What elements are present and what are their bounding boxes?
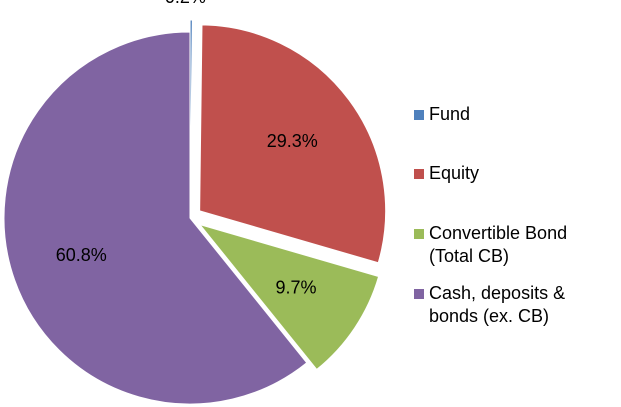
pie-area: 0.2% 29.3% 9.7% 60.8% bbox=[3, 0, 387, 405]
legend-item: Fund bbox=[414, 103, 604, 126]
legend-label: Cash, deposits & bonds (ex. CB) bbox=[429, 283, 566, 326]
legend-swatch bbox=[414, 289, 424, 299]
legend-swatch bbox=[414, 229, 424, 239]
data-label: 9.7% bbox=[275, 277, 316, 297]
legend-label: Fund bbox=[429, 104, 471, 124]
legend: Fund Equity Convertible Bond (Total CB) Cas… bbox=[414, 0, 614, 407]
legend-label: Convertible Bond (Total CB) bbox=[429, 223, 568, 266]
pie-slice bbox=[198, 223, 380, 371]
data-label: 60.8% bbox=[56, 245, 107, 265]
pie-slice bbox=[3, 31, 308, 405]
pie-slice bbox=[189, 19, 193, 207]
legend-item: Equity bbox=[414, 162, 604, 185]
legend-label: Equity bbox=[429, 163, 480, 183]
data-label: 0.2% bbox=[165, 0, 206, 7]
legend-swatch bbox=[414, 110, 424, 120]
pie-slice bbox=[199, 24, 387, 264]
legend-item: Cash, deposits & bonds (ex. CB) bbox=[414, 282, 604, 328]
legend-item: Convertible Bond (Total CB) bbox=[414, 222, 604, 268]
data-label: 29.3% bbox=[267, 131, 318, 151]
legend-swatch bbox=[414, 169, 424, 179]
